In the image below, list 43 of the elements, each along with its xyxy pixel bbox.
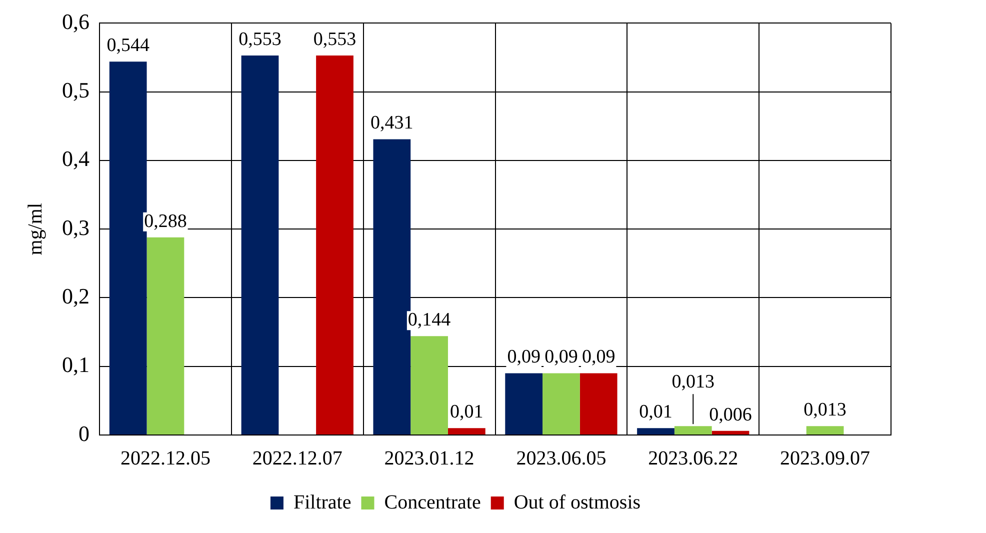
bar xyxy=(316,55,354,434)
bar xyxy=(542,373,580,434)
bar xyxy=(448,428,486,434)
legend-label: Out of ostmosis xyxy=(514,491,641,514)
bar xyxy=(241,55,279,434)
x-tick-label: 2023.01.12 xyxy=(384,447,474,470)
legend-label: Filtrate xyxy=(293,491,352,514)
data-label: 0,09 xyxy=(544,346,578,368)
bar xyxy=(505,373,543,434)
y-tick-label: 0,1 xyxy=(62,352,90,378)
y-tick-label: 0,4 xyxy=(62,146,90,172)
data-label: 0,553 xyxy=(313,28,356,50)
bar xyxy=(674,426,712,434)
bar xyxy=(146,237,184,434)
bar xyxy=(580,373,618,434)
data-label: 0,01 xyxy=(450,402,484,423)
x-tick-label: 2023.09.07 xyxy=(780,447,870,470)
data-label: 0,431 xyxy=(370,112,414,134)
bar xyxy=(806,426,844,434)
data-label: 0,013 xyxy=(804,400,846,421)
x-tick-label: 2023.06.05 xyxy=(516,447,606,470)
y-tick-label: 0 xyxy=(78,420,90,446)
y-tick-label: 0,5 xyxy=(62,78,90,103)
y-axis-title: mg/ml xyxy=(24,202,46,256)
data-label: 0,01 xyxy=(639,402,672,423)
data-label: 0,006 xyxy=(709,404,752,426)
x-tick-label: 2023.06.22 xyxy=(648,447,738,470)
bar xyxy=(637,428,674,434)
bar xyxy=(712,430,750,434)
data-label: 0,288 xyxy=(144,210,187,232)
bar xyxy=(410,336,448,434)
x-tick-label: 2022.12.07 xyxy=(252,447,342,470)
data-label: 0,544 xyxy=(106,35,150,56)
y-tick-label: 0,6 xyxy=(62,8,90,34)
y-tick-label: 0,2 xyxy=(62,284,90,309)
data-label: 0,09 xyxy=(507,346,540,368)
data-label: 0,013 xyxy=(672,372,714,393)
x-tick-label: 2022.12.05 xyxy=(120,447,210,470)
data-label: 0,09 xyxy=(582,346,616,368)
data-label: 0,144 xyxy=(408,310,452,331)
y-tick-label: 0,3 xyxy=(62,214,90,240)
legend-label: Concentrate xyxy=(384,491,481,514)
data-label: 0,553 xyxy=(238,28,282,50)
